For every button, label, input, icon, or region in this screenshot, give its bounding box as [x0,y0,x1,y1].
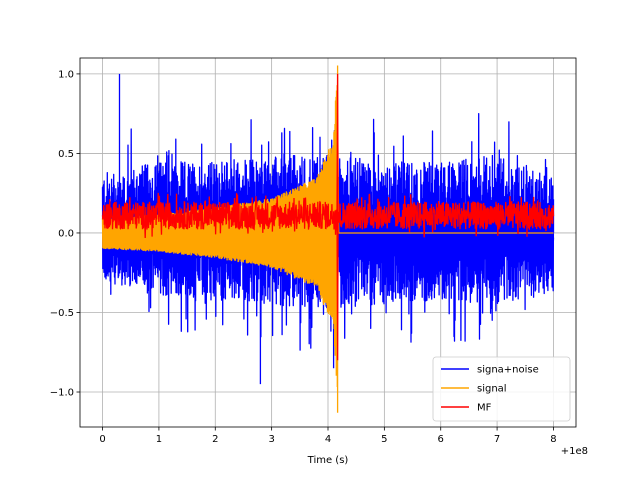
legend: signa+noise signal MF [432,356,571,422]
x-tick-label: 8 [550,434,556,445]
ticks: 0 1 2 3 4 5 6 7 8 −1.0 −0.5 0.0 0.5 1.0 [50,69,557,445]
series-signal-noise-residual [338,234,555,251]
y-tick-label: −0.5 [50,308,74,319]
x-tick-label: 4 [325,434,331,445]
x-axis-label: Time (s) [307,455,349,466]
x-tick-label: 5 [381,434,387,445]
x-tick-label: 7 [494,434,500,445]
x-tick-label: 6 [438,434,444,445]
x-axis-offset-label: +1e8 [561,446,588,457]
legend-label: MF [477,403,492,414]
series-mf-line [101,73,555,361]
y-tick-label: −1.0 [50,388,74,399]
x-tick-label: 2 [212,434,218,445]
y-tick-label: 1.0 [58,69,74,80]
x-tick-label: 3 [268,434,274,445]
y-tick-label: 0.0 [58,228,74,239]
legend-box [432,356,571,422]
x-tick-label: 1 [156,434,162,445]
legend-label: signa+noise [477,365,539,376]
x-tick-label: 0 [99,434,105,445]
y-tick-label: 0.5 [58,149,74,160]
legend-label: signal [477,384,507,395]
plot-area [101,65,555,413]
